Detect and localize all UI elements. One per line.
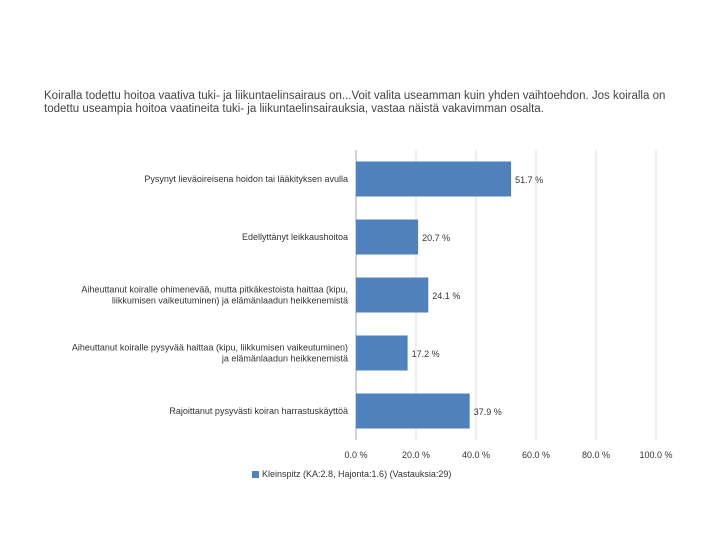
bar: [356, 219, 419, 255]
x-tick-label: 40.0 %: [462, 450, 490, 460]
bar: [356, 335, 408, 371]
chart-title: Koiralla todettu hoitoa vaativa tuki- ja…: [44, 90, 666, 115]
data-label: 17.2 %: [412, 349, 440, 359]
category-label: Rajoittanut pysyvästi koiran harrastuskä…: [169, 406, 348, 416]
bar: [356, 393, 470, 429]
bar: [356, 161, 512, 197]
data-label: 37.9 %: [474, 407, 502, 417]
x-tick-label: 80.0 %: [582, 450, 610, 460]
data-label: 51.7 %: [515, 175, 543, 185]
data-label: 20.7 %: [422, 233, 450, 243]
x-tick-label: 100.0 %: [639, 450, 672, 460]
category-label: Aiheuttanut koiralle pysyvää haittaa (ki…: [72, 343, 348, 364]
x-tick-label: 60.0 %: [522, 450, 550, 460]
x-tick-label: 0.0 %: [344, 450, 367, 460]
legend: Kleinspitz (KA:2.8, Hajonta:1.6) (Vastau…: [252, 469, 451, 479]
category-label: Edellyttänyt leikkaushoitoa: [242, 232, 348, 242]
category-label: Aiheuttanut koiralle ohimenevää, mutta p…: [81, 285, 348, 306]
legend-label: Kleinspitz (KA:2.8, Hajonta:1.6) (Vastau…: [262, 469, 452, 479]
bars: [356, 161, 512, 429]
x-tick-label: 20.0 %: [402, 450, 430, 460]
bar: [356, 277, 429, 313]
category-label: Pysynyt lieväoireisena hoidon tai lääkit…: [144, 174, 348, 184]
data-label: 24.1 %: [432, 291, 460, 301]
legend-swatch: [252, 470, 259, 478]
labels: 0.0 % 20.0 % 40.0 % 60.0 % 80.0 % 100.0 % 51.7…: [72, 174, 673, 460]
